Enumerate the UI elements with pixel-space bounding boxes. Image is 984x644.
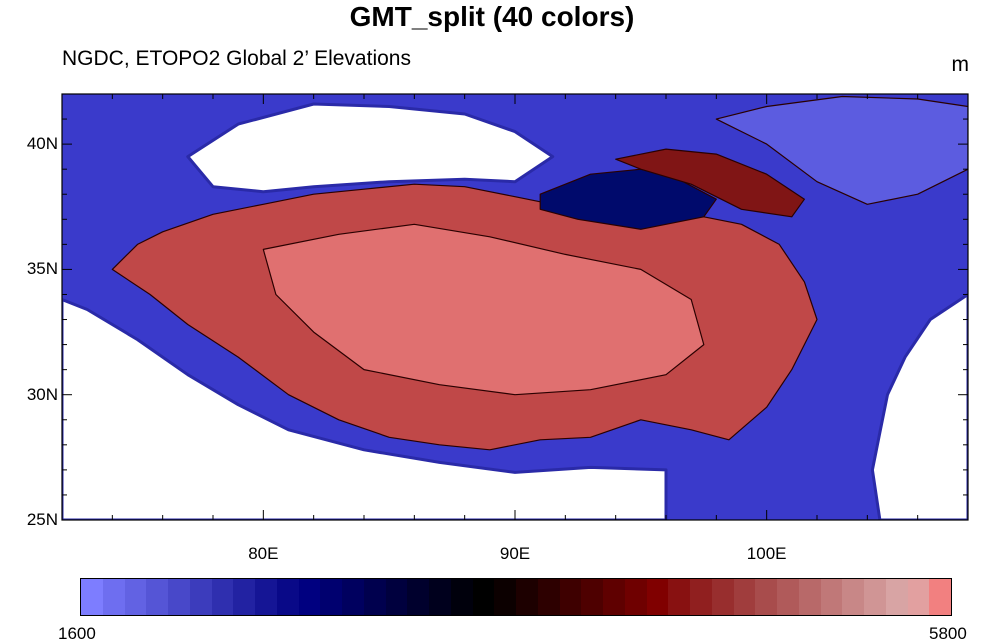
colorbar-swatch bbox=[624, 579, 647, 615]
colorbar-max-label: 5800 bbox=[929, 624, 967, 643]
colorbar-swatch bbox=[668, 579, 690, 615]
colorbar-swatch bbox=[146, 579, 168, 615]
map-frame bbox=[61, 93, 969, 521]
colorbar-swatch bbox=[298, 579, 321, 615]
colorbar-swatch bbox=[124, 579, 147, 615]
region-plateau-core bbox=[262, 223, 705, 396]
colorbar-swatch bbox=[472, 579, 495, 615]
colorbar-swatch bbox=[407, 579, 429, 615]
colorbar-swatch bbox=[603, 579, 625, 615]
colorbar-swatch bbox=[320, 579, 342, 615]
colorbar-swatch bbox=[842, 579, 864, 615]
colorbar-swatch bbox=[255, 579, 277, 615]
colorbar-swatch bbox=[429, 579, 451, 615]
region-eastern-plains bbox=[870, 293, 968, 520]
colorbar bbox=[80, 578, 952, 616]
colorbar-swatch bbox=[559, 579, 582, 615]
x-tick-label: 80E bbox=[248, 544, 279, 563]
colorbar-min-label: 1600 bbox=[58, 624, 96, 643]
x-tick-label: 90E bbox=[499, 544, 531, 563]
region-northern-lowlands bbox=[715, 95, 968, 205]
y-tick-label: 30N bbox=[26, 384, 58, 404]
colorbar-swatch bbox=[450, 579, 473, 615]
colorbar-swatch bbox=[755, 579, 777, 615]
colorbar-swatch bbox=[929, 579, 951, 615]
colorbar-swatch bbox=[233, 579, 255, 615]
y-tick-label: 40N bbox=[26, 134, 58, 154]
colorbar-swatch bbox=[733, 579, 756, 615]
chart-title: GMT_split (40 colors) bbox=[349, 1, 635, 32]
region-qaidam-basin bbox=[539, 168, 717, 230]
colorbar-swatch bbox=[581, 579, 603, 615]
colorbar-swatch bbox=[646, 579, 669, 615]
colorbar-swatch bbox=[189, 579, 212, 615]
y-tick-label: 35N bbox=[26, 259, 58, 279]
colorbar-swatch bbox=[885, 579, 908, 615]
colorbar-swatch bbox=[907, 579, 930, 615]
colorbar-swatch bbox=[711, 579, 734, 615]
colorbar-swatch bbox=[494, 579, 516, 615]
colorbar-swatch bbox=[81, 579, 103, 615]
colorbar-swatch bbox=[385, 579, 408, 615]
chart-subtitle: NGDC, ETOPO2 Global 2’ Elevations bbox=[62, 47, 411, 70]
colorbar-swatch bbox=[690, 579, 712, 615]
region-tarim-basin bbox=[186, 102, 555, 194]
colorbar-swatch bbox=[516, 579, 538, 615]
colorbar-swatch bbox=[777, 579, 799, 615]
region-qilian-mountains bbox=[615, 148, 806, 218]
region-indian-plains bbox=[62, 298, 668, 520]
colorbar-swatch bbox=[102, 579, 125, 615]
y-tick-label: 25N bbox=[26, 510, 58, 529]
colorbar-swatch bbox=[342, 579, 364, 615]
colorbar-swatch bbox=[363, 579, 386, 615]
colorbar-swatch bbox=[168, 579, 190, 615]
colorbar-swatch bbox=[820, 579, 843, 615]
colorbar-swatch bbox=[798, 579, 821, 615]
colorbar-swatch bbox=[211, 579, 234, 615]
elevation-map bbox=[62, 94, 968, 520]
colorbar-swatch bbox=[537, 579, 560, 615]
colorbar-swatch bbox=[864, 579, 886, 615]
elevation-map-canvas bbox=[62, 94, 968, 520]
colorbar-swatch bbox=[276, 579, 299, 615]
units-label: m bbox=[951, 53, 970, 76]
x-tick-label: 100E bbox=[746, 544, 787, 563]
